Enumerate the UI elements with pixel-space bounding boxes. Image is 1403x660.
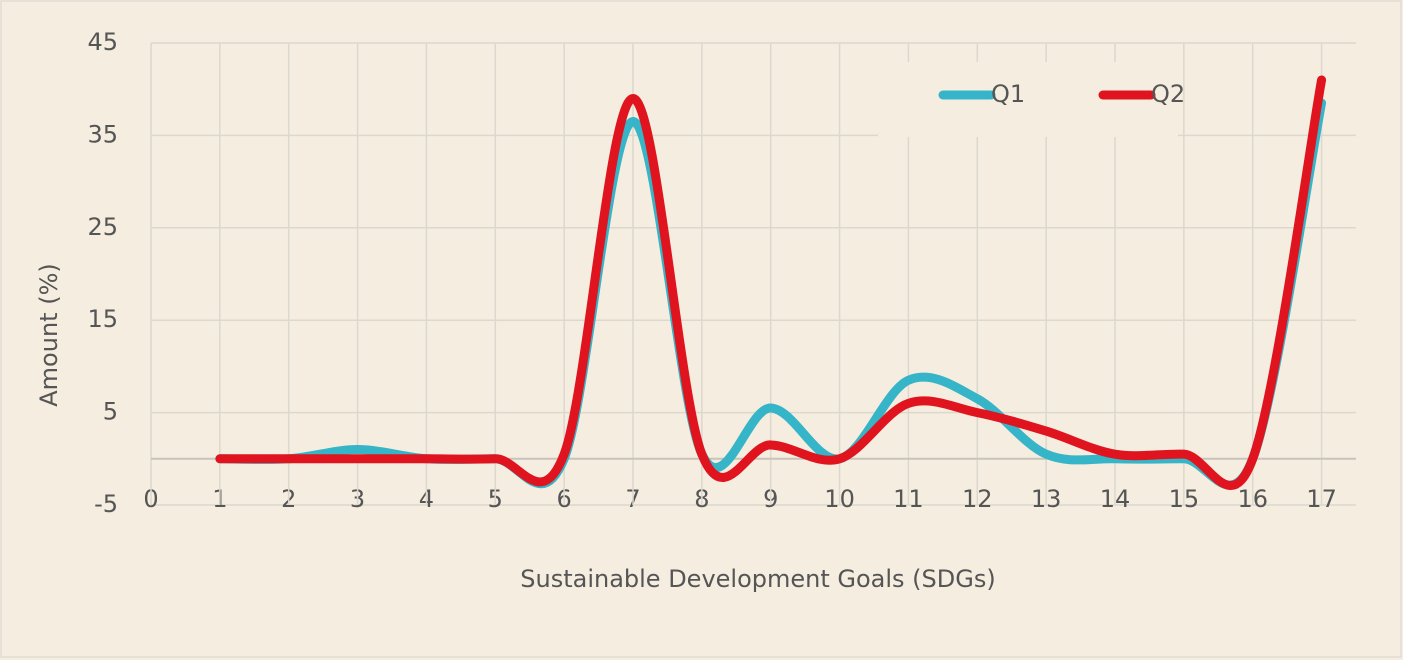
y-tick-label: 35	[87, 120, 118, 148]
y-tick-label: 15	[87, 305, 118, 333]
y-tick-label: 25	[87, 213, 118, 241]
legend-label: Q1	[991, 80, 1025, 108]
legend-label: Q2	[1151, 80, 1185, 108]
y-axis-title: Amount (%)	[35, 263, 63, 406]
y-tick-label: -5	[94, 490, 118, 518]
y-tick-label: 5	[103, 398, 118, 426]
line-series	[215, 75, 1327, 490]
y-tick-label: 45	[87, 28, 118, 56]
x-axis-title: Sustainable Development Goals (SDGs)	[520, 565, 995, 593]
